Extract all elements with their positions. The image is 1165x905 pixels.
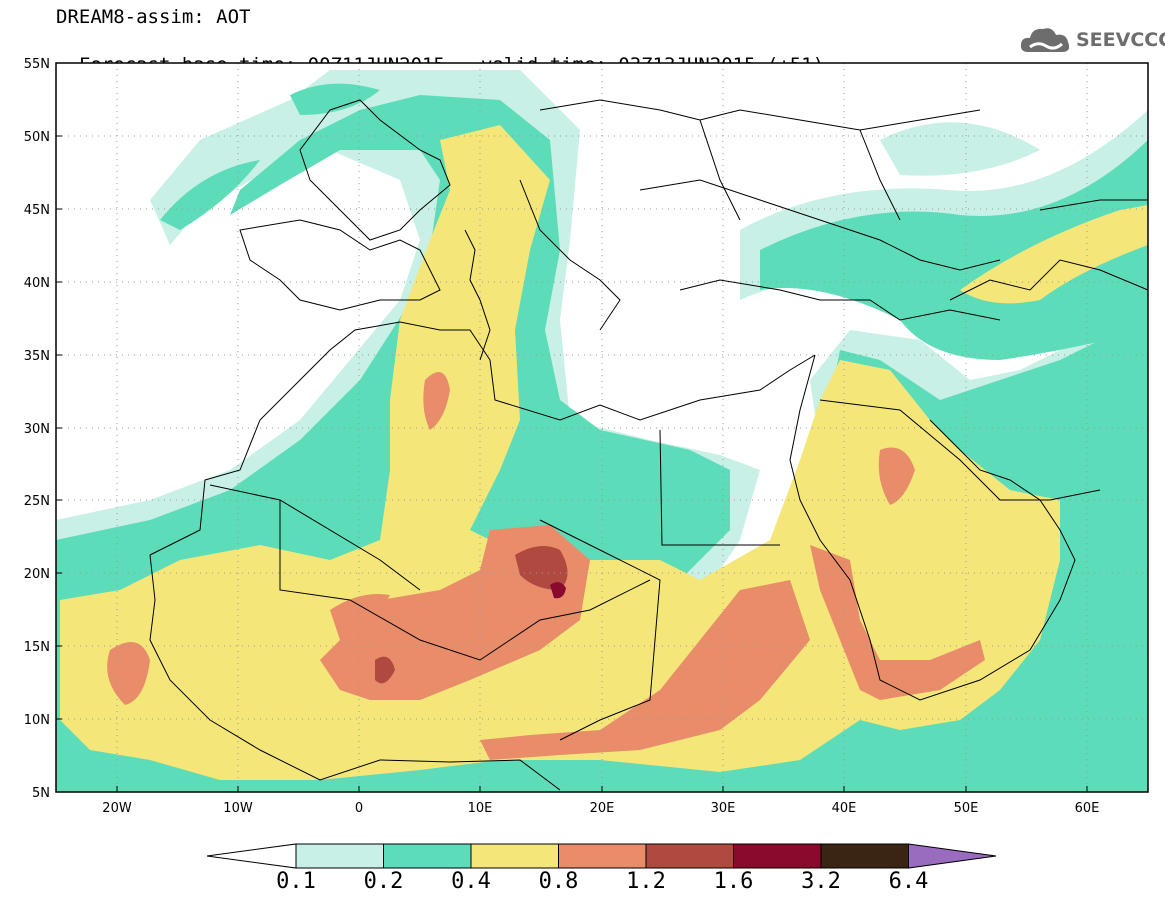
lon-label: 40E (832, 801, 857, 816)
colorbar-label: 1.6 (713, 869, 754, 894)
lat-label: 10N (24, 713, 50, 728)
lon-label: 60E (1075, 801, 1100, 816)
colorbar-swatch (820, 843, 909, 869)
colorbar-swatch (733, 843, 822, 869)
lon-label: 30E (711, 801, 736, 816)
colorbar-high-arrow (908, 843, 997, 869)
lon-label: 20W (102, 801, 132, 816)
seevccc-logo: SEEVCCC (1018, 22, 1165, 58)
lon-label: 10E (468, 801, 493, 816)
lat-label: 50N (24, 130, 50, 145)
aot-field (56, 63, 1148, 792)
lat-label: 5N (32, 786, 50, 801)
colorbar-swatch (383, 843, 472, 869)
lat-label: 35N (24, 349, 50, 364)
lon-label: 50E (954, 801, 979, 816)
lat-label: 30N (24, 422, 50, 437)
colorbar (206, 843, 997, 869)
coastlines (149, 99, 1148, 791)
colorbar-swatch (470, 843, 559, 869)
logo-text: SEEVCCC (1076, 29, 1165, 51)
colorbar-label: 0.8 (538, 869, 579, 894)
lat-labels: 55N 50N 45N 40N 35N 30N 25N 20N 15N 10N … (24, 57, 50, 801)
colorbar-label: 0.4 (451, 869, 491, 894)
axis-ticks (56, 62, 1088, 793)
lat-label: 25N (24, 494, 50, 509)
colorbar-label: 6.4 (888, 869, 929, 894)
cloud-icon (1020, 28, 1070, 52)
lon-label: 0 (355, 801, 363, 816)
colorbar-label: 0.1 (276, 869, 316, 894)
colorbar-label: 0.2 (363, 869, 404, 894)
colorbar-low-arrow (206, 843, 297, 869)
colorbar-swatch (645, 843, 734, 869)
lat-label: 45N (24, 203, 50, 218)
colorbar-swatch (558, 843, 647, 869)
lat-label: 55N (24, 57, 50, 72)
lat-label: 20N (24, 567, 50, 582)
colorbar-swatch (295, 843, 384, 869)
colorbar-label: 3.2 (801, 869, 841, 894)
lat-label: 40N (24, 276, 50, 291)
lon-label: 10W (223, 801, 253, 816)
lon-label: 20E (590, 801, 615, 816)
lat-label: 15N (24, 640, 50, 655)
map-title: DREAM8-assim: AOT (56, 6, 251, 28)
lon-labels: 20W 10W 0 10E 20E 30E 40E 50E 60E (102, 801, 1099, 816)
colorbar-label: 1.2 (626, 869, 666, 894)
